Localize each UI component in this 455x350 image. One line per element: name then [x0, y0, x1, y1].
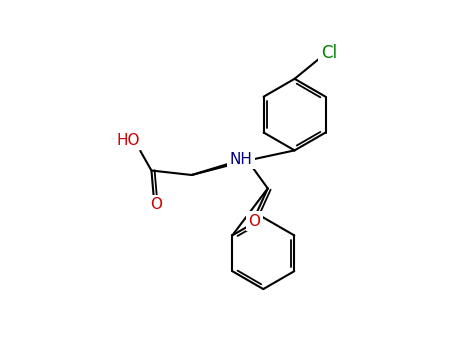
Text: NH: NH [229, 152, 253, 167]
Text: O: O [150, 197, 162, 212]
Text: O: O [248, 214, 260, 229]
Text: Cl: Cl [321, 44, 337, 62]
Text: HO: HO [116, 133, 140, 148]
